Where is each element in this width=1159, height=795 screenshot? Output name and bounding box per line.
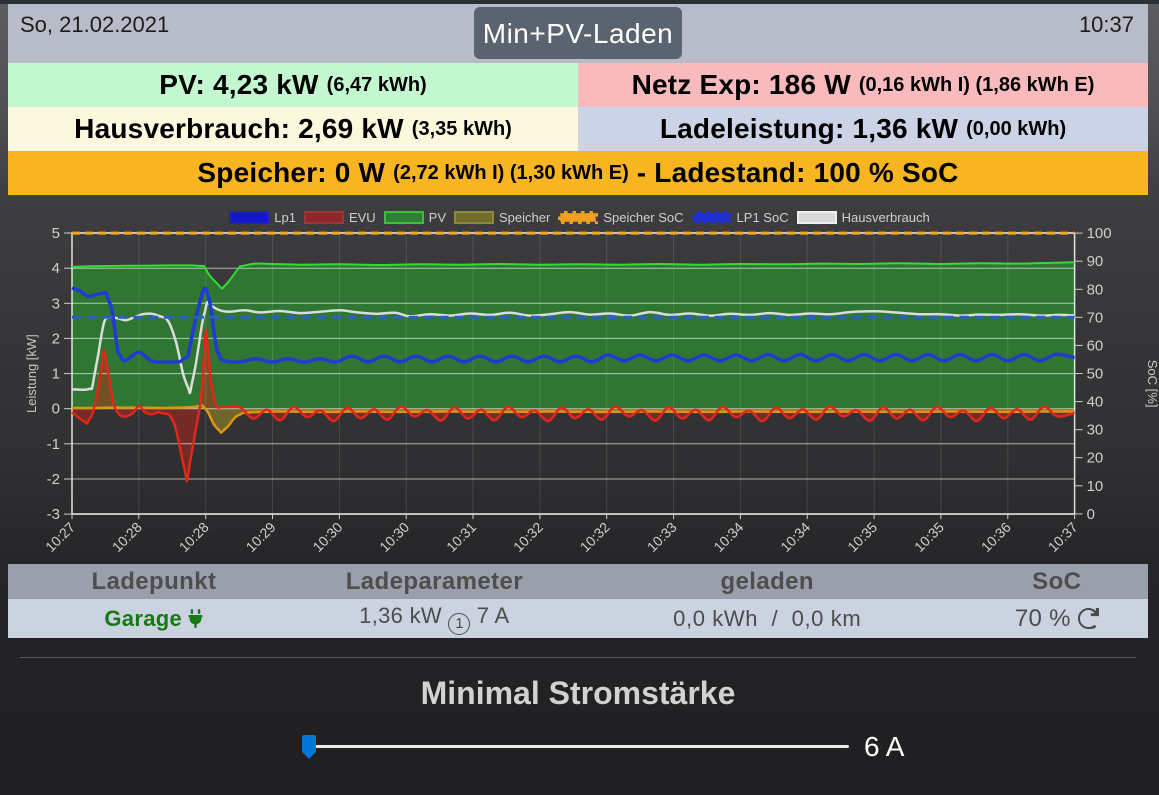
svg-text:10:30: 10:30 [309,519,345,555]
svg-text:10:36: 10:36 [978,519,1014,555]
svg-text:10:28: 10:28 [109,519,145,555]
svg-text:4: 4 [52,260,60,277]
svg-text:10:30: 10:30 [376,519,412,555]
svg-text:0: 0 [1087,506,1095,523]
svg-text:10:29: 10:29 [243,519,279,555]
svg-text:-2: -2 [47,471,60,488]
svg-text:10:27: 10:27 [42,519,78,555]
svg-text:10: 10 [1087,478,1104,495]
svg-text:10:32: 10:32 [577,519,613,555]
svg-text:10:32: 10:32 [510,519,546,555]
svg-text:10:37: 10:37 [1045,519,1081,555]
svg-text:10:34: 10:34 [710,519,746,555]
svg-text:30: 30 [1087,422,1104,439]
svg-text:100: 100 [1087,225,1112,242]
svg-text:70: 70 [1087,309,1104,326]
svg-text:20: 20 [1087,450,1104,467]
svg-text:-3: -3 [47,506,60,523]
svg-text:10:28: 10:28 [176,519,212,555]
svg-text:10:34: 10:34 [777,519,813,555]
svg-text:10:31: 10:31 [443,519,479,555]
svg-text:60: 60 [1087,337,1104,354]
svg-text:-1: -1 [47,436,60,453]
svg-text:1: 1 [52,366,60,383]
svg-text:Leistung [kW]: Leistung [kW] [24,334,39,413]
svg-text:2: 2 [52,330,60,347]
svg-text:80: 80 [1087,281,1104,298]
svg-text:3: 3 [52,295,60,312]
svg-text:10:35: 10:35 [911,519,947,555]
svg-text:SoC [%]: SoC [%] [1145,360,1159,408]
svg-text:0: 0 [52,401,60,418]
svg-text:90: 90 [1087,253,1104,270]
svg-text:10:33: 10:33 [644,519,680,555]
svg-text:5: 5 [52,225,60,242]
svg-text:10:35: 10:35 [844,519,880,555]
svg-text:50: 50 [1087,366,1104,383]
svg-text:40: 40 [1087,394,1104,411]
